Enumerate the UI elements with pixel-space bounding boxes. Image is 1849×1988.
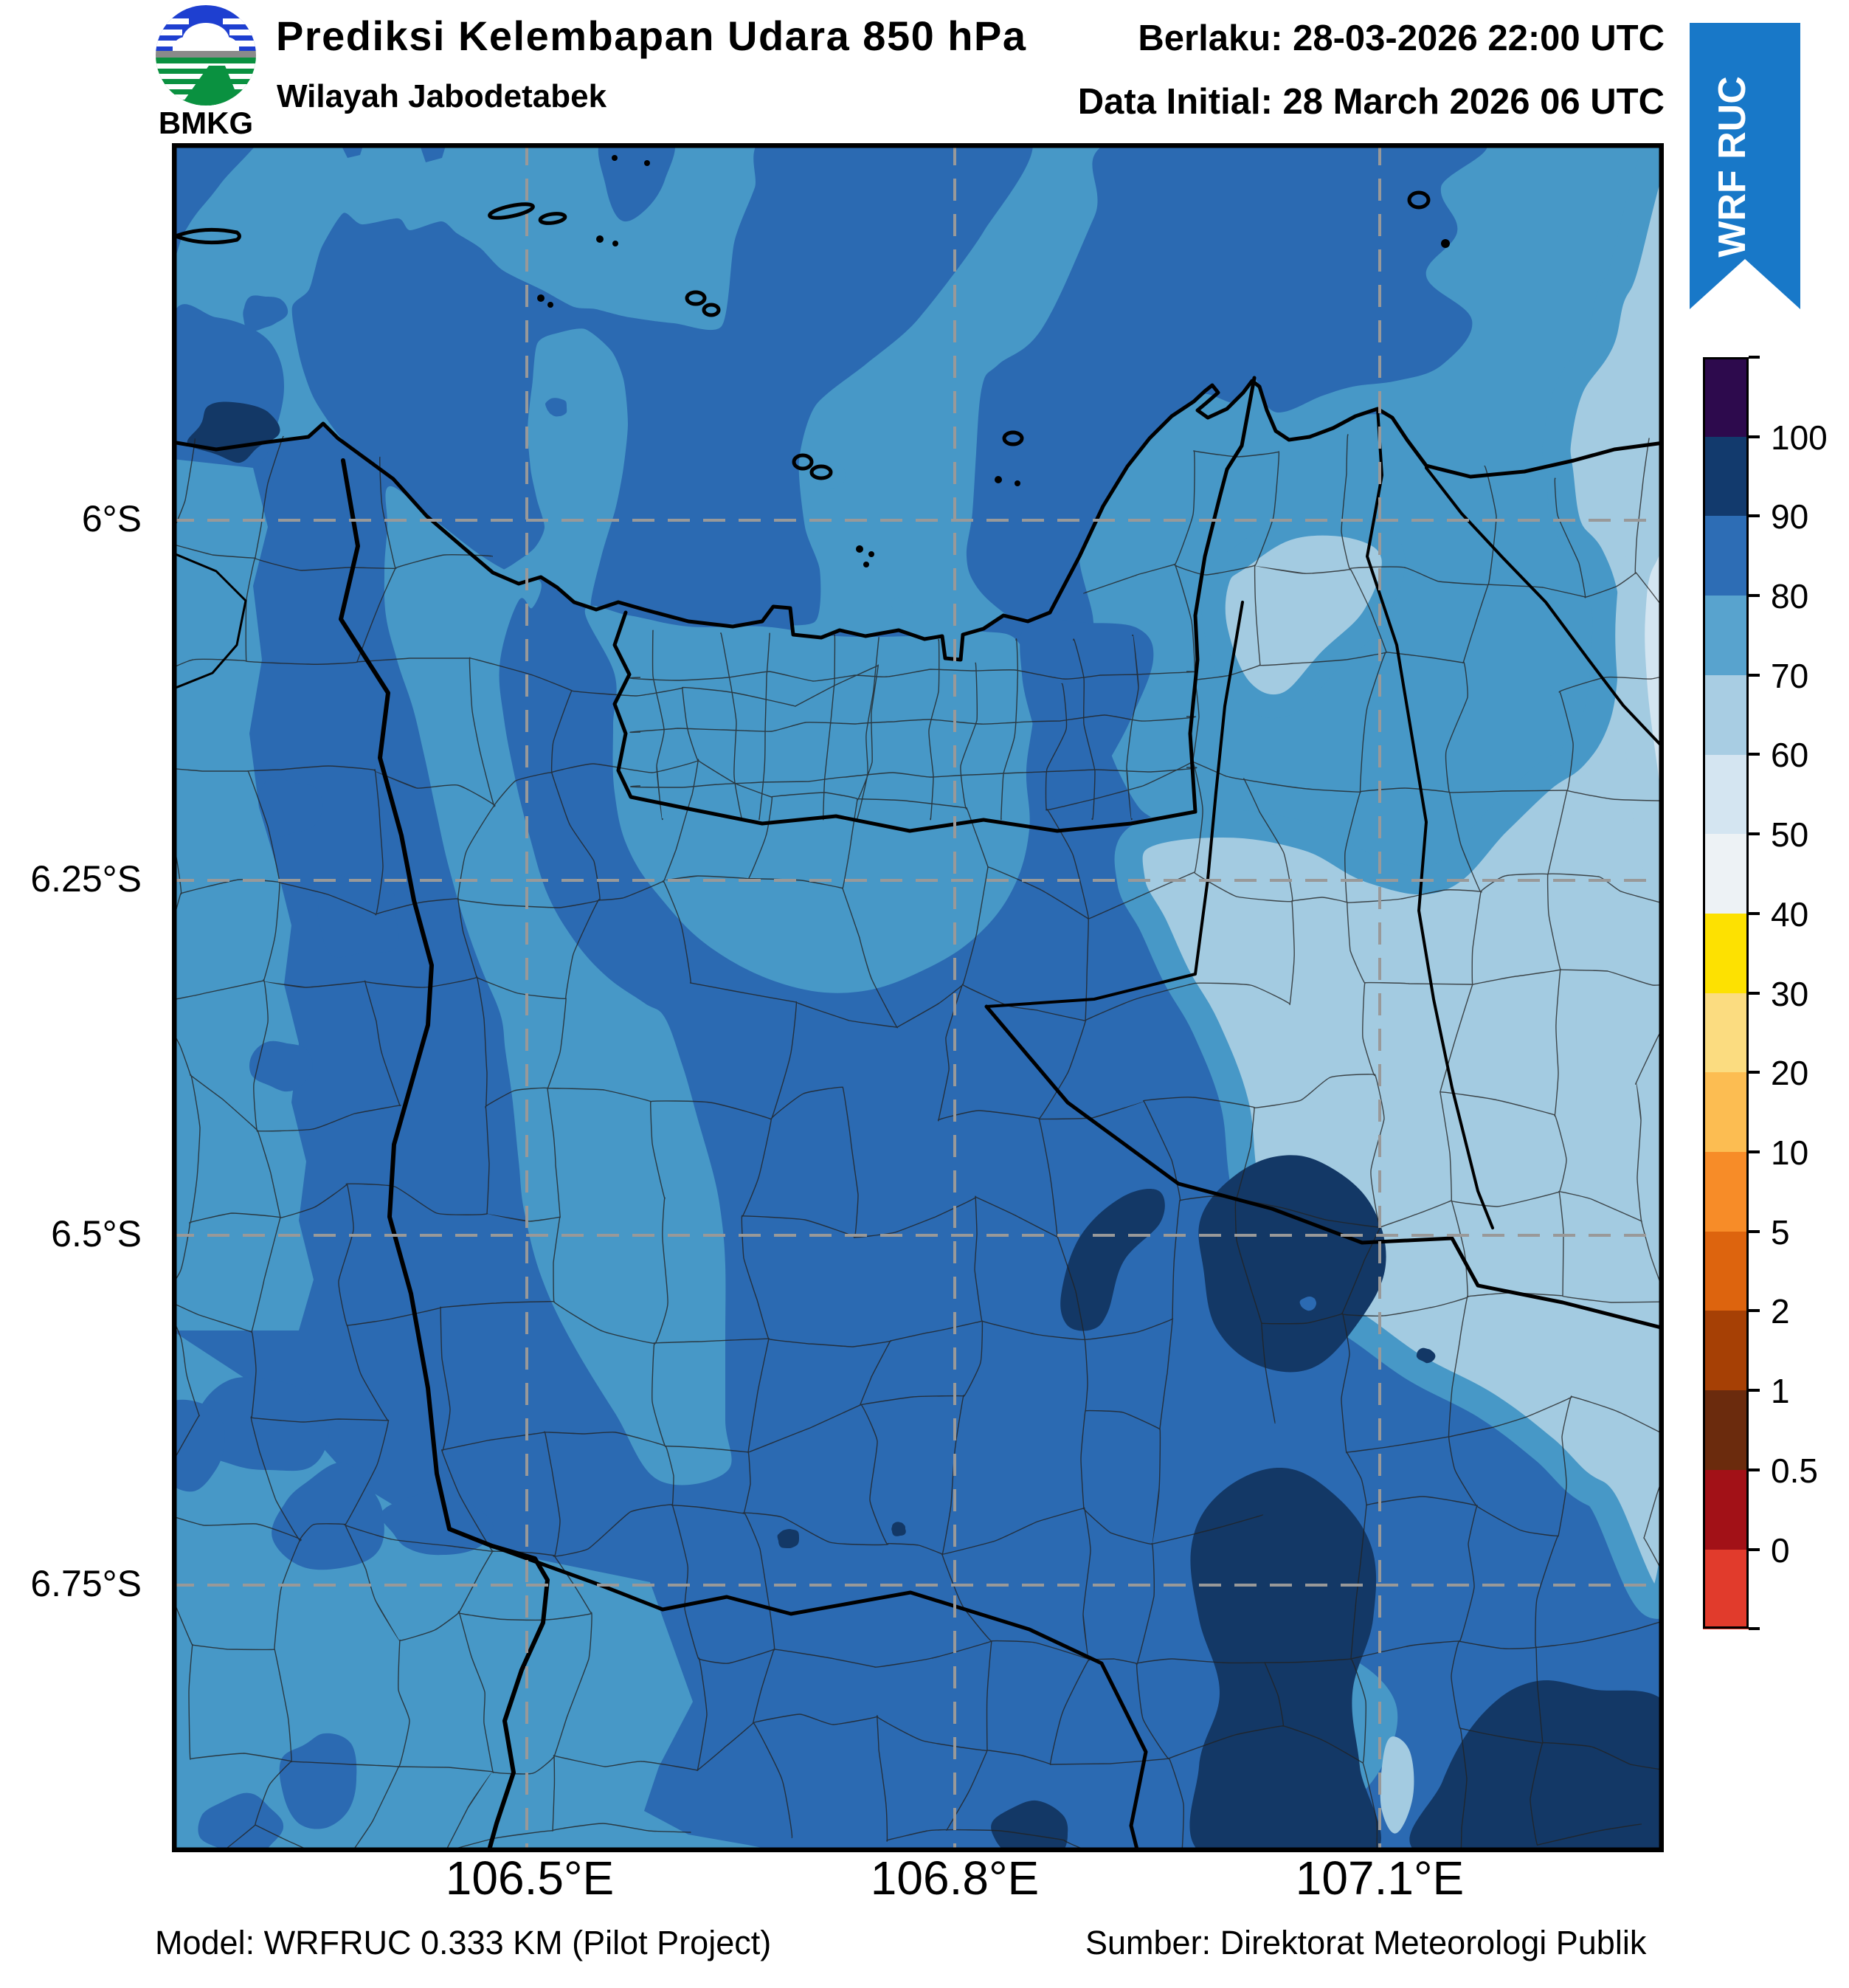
svg-text:BMKG: BMKG <box>159 106 253 137</box>
svg-text:WRF RUC: WRF RUC <box>1711 76 1754 258</box>
